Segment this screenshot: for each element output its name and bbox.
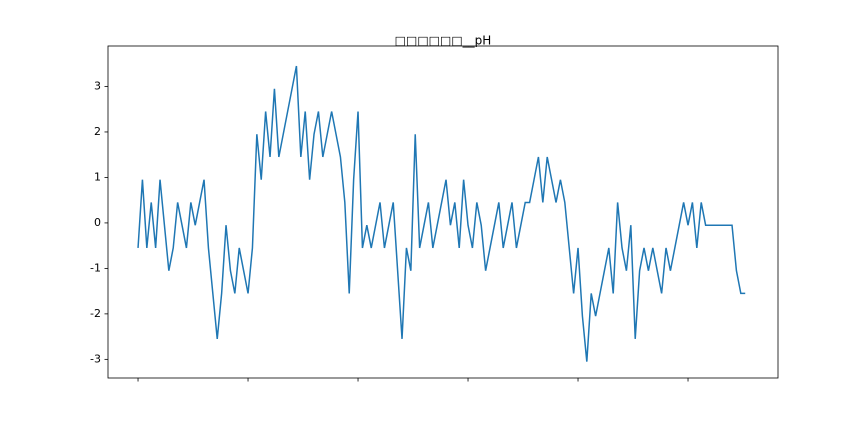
- chart-title: □□□□□□__pH: [395, 34, 492, 48]
- data-line: [137, 65, 746, 362]
- y-tick-label: -1: [90, 261, 101, 274]
- plot-area: [107, 45, 779, 379]
- y-tick-label: -3: [90, 352, 101, 365]
- y-tick-label: 1: [94, 170, 101, 183]
- y-tick-label: 2: [94, 125, 101, 138]
- y-tick-label: 3: [94, 79, 101, 92]
- y-tick-label: 0: [94, 216, 101, 229]
- y-tick-label: -2: [90, 307, 101, 320]
